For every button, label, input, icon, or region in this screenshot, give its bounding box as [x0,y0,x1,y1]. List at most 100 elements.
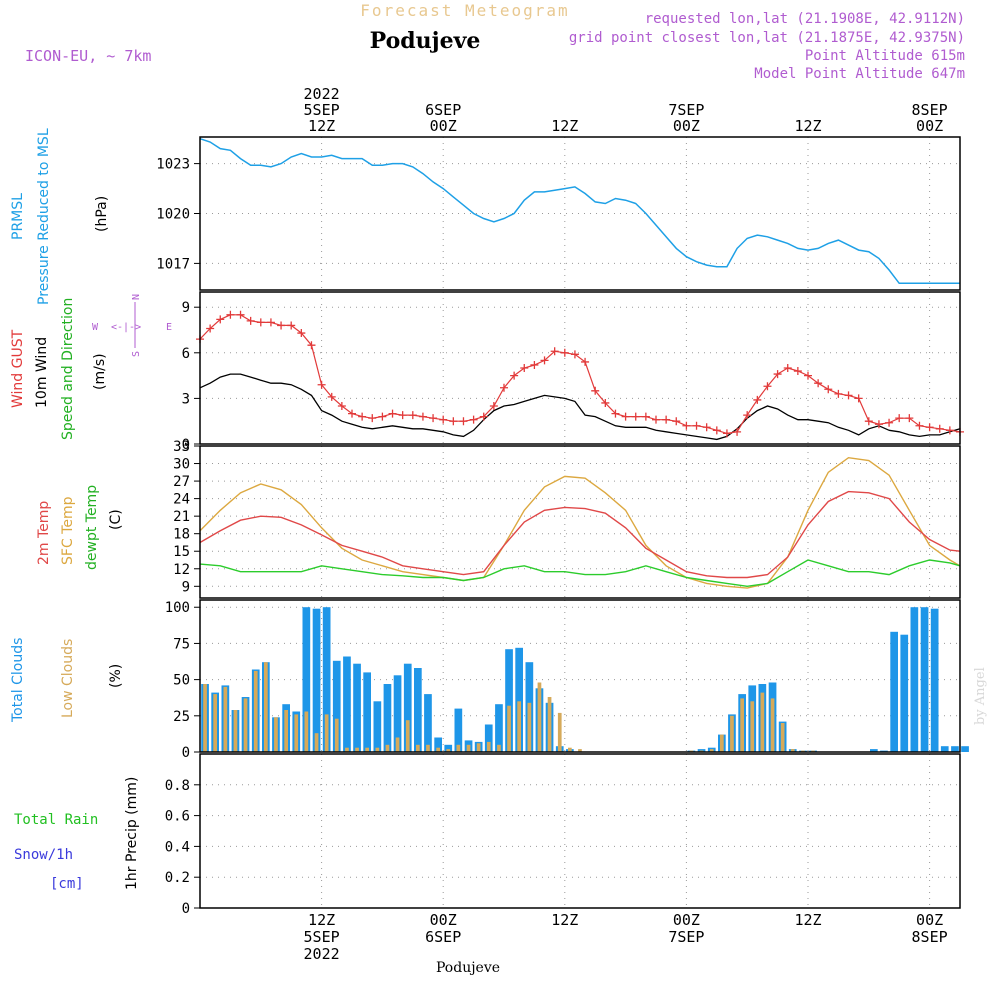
low-cloud-bar [436,747,440,752]
wind-gust-marker [733,427,742,436]
low-cloud-bar [568,747,572,752]
compass-rose: W <-|-> E N S [92,294,172,357]
top-time-label: 5SEP [304,101,340,119]
wind-gust-marker [236,310,245,319]
sfc-temp-label: SFC Temp [60,496,76,565]
wind-gust-marker [874,420,883,429]
compass-w: W [92,322,99,333]
total-cloud-bar [343,656,351,752]
panel-frame [199,753,961,909]
t2m-line [199,490,961,579]
wind-gust-marker [895,414,904,423]
low-cloud-bar [486,741,491,752]
low-cloud-bar [314,733,319,752]
low-cloud-bar [324,714,329,752]
total-cloud-bar [495,704,503,752]
top-time-label: 00Z [916,117,943,135]
dewpt-line [199,559,961,588]
y-tick-label: 21 [173,509,190,525]
wind-gust-marker [307,341,316,350]
bottom-time-label: 12Z [794,911,821,929]
t2m-label: 2m Temp [36,501,52,565]
chart-title: Forecast Meteogram [360,1,569,20]
wind-gust-marker [905,414,914,423]
watermark: by Angel [973,667,988,725]
pressure-line [199,137,960,285]
bottom-time-label: 2022 [304,945,340,963]
total-cloud-bar [961,746,969,752]
total-cloud-bar [930,608,939,752]
wind-gust-marker [611,409,620,418]
wind-gust-marker [510,371,519,380]
y-tick-label: 9 [182,579,190,595]
wind-gust-marker [408,411,417,420]
wind-gust-marker [368,414,377,423]
wind-gust-marker [560,348,569,357]
top-time-label: 12Z [308,117,335,135]
low-cloud-bar [730,715,734,752]
temp-unit: (C) [108,509,124,530]
pressure-reduced-label: Pressure Reduced to MSL [36,128,52,305]
low-cloud-bar [253,670,258,752]
low-cloud-bar [405,720,410,752]
low-cloud-bar [284,710,288,752]
wind-gust-marker [287,321,296,330]
wind-gust-marker [814,379,823,388]
low-cloud-bar [243,698,248,752]
wind-gust-marker [641,412,650,421]
sfc-temp-line [199,456,961,589]
wind-gust-marker [935,424,944,433]
wind-gust-marker [378,412,387,421]
wind-gust-marker [672,417,681,426]
total-cloud-bar [920,607,929,752]
wind-gust-marker [246,316,255,325]
snow-unit: [cm] [50,876,84,892]
bottom-time-label: 00Z [430,911,457,929]
low-cloud-bar [476,743,481,752]
wind-gust-marker [277,321,286,330]
point-altitude: Point Altitude 615m [805,48,965,64]
model-altitude: Model Point Altitude 647m [754,66,965,82]
wind-gust-marker [601,398,610,407]
bottom-time-label: 7SEP [668,928,704,946]
total-cloud-bar [910,607,919,752]
wind-gust-marker [844,391,853,400]
wind-gust-marker [773,370,782,379]
low-cloud-bar [264,662,268,752]
top-time-label: 7SEP [668,101,704,119]
y-tick-label: 9 [182,300,190,316]
low-cloud-bar [578,749,582,752]
y-tick-label: 6 [182,346,190,362]
cloud-unit: (%) [108,664,124,688]
y-tick-label: 0 [182,901,190,917]
precip-labels: Total Rain Snow/1h [cm] 1hr Precip (mm) [14,777,140,892]
wind-labels: Wind GUST 10m Wind Speed and Direction (… [10,294,172,440]
low-cloud-bar [760,692,765,752]
low-cloud-bar [720,734,724,752]
wind-gust-marker [449,417,458,426]
low-cloud-bar [456,744,461,752]
wind-gust-marker [500,383,508,392]
low-cloud-bar [547,697,552,752]
y-tick-label: 25 [173,709,190,725]
low-cloud-bar [780,723,785,752]
wind-gust-marker [398,411,407,420]
total-cloud-bar [697,749,706,752]
wind-gust-marker [429,414,438,423]
total-cloud-bar [900,634,909,752]
wind-gust-label: Wind GUST [10,329,26,408]
low-cloud-bar [537,682,542,752]
compass-n: N [131,294,142,300]
y-tick-label: 18 [173,527,190,543]
grid-layer [200,137,960,909]
low-cloud-bar [233,710,238,752]
frame-layer [199,136,961,909]
total-cloud-bar [332,660,341,752]
wind-gust-marker [945,426,954,435]
bottom-time-label: 12Z [551,911,578,929]
total-cloud-bar [484,724,493,752]
location-title: Podujeve [370,28,481,54]
wind-gust-marker [854,394,863,403]
wind-gust-marker [702,423,711,432]
